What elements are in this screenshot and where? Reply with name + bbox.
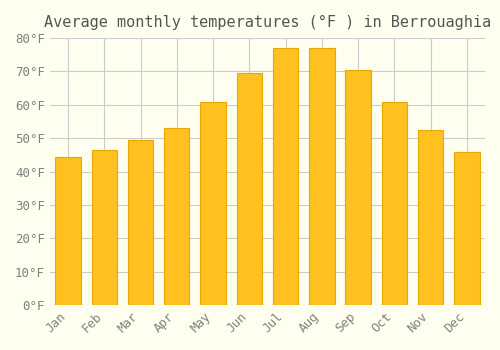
Title: Average monthly temperatures (°F ) in Berrouaghia: Average monthly temperatures (°F ) in Be… [44, 15, 491, 30]
Bar [200, 102, 226, 305]
Bar [56, 156, 80, 305]
Bar [236, 73, 262, 305]
Bar [164, 128, 190, 305]
Bar [309, 48, 334, 305]
Bar [454, 152, 479, 305]
Bar [273, 48, 298, 305]
Bar [382, 102, 407, 305]
Bar [346, 70, 371, 305]
Bar [128, 140, 153, 305]
Bar [418, 130, 444, 305]
Bar [92, 150, 117, 305]
